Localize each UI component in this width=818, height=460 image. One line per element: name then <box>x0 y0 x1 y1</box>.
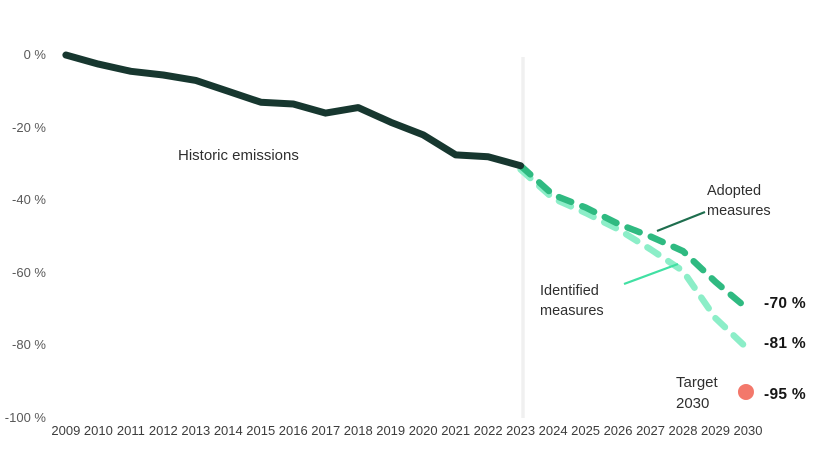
x-tick-2011: 2011 <box>116 423 145 438</box>
x-tick-2030: 2030 <box>733 423 763 438</box>
identified-measures-label-line1: Identified <box>540 283 599 299</box>
x-tick-2012: 2012 <box>148 423 178 438</box>
end-label-identified-measures: -81 % <box>764 335 806 353</box>
series-line-adopted-measures[interactable] <box>517 162 752 313</box>
x-tick-2021: 2021 <box>441 423 471 438</box>
adopted-measures-callout-line <box>656 210 706 233</box>
y-tick--60: -60 % <box>12 264 46 280</box>
target-2030-label: Target 2030 <box>676 372 718 414</box>
target-2030-label-line1: Target <box>676 374 718 391</box>
identified-measures-label: Identified measures <box>540 281 604 321</box>
series-line-historic-emissions[interactable] <box>62 51 525 170</box>
x-tick-2028: 2028 <box>668 423 698 438</box>
series-line-identified-measures[interactable] <box>517 166 752 353</box>
x-tick-2018: 2018 <box>343 423 373 438</box>
identified-measures-label-line2: measures <box>540 303 604 319</box>
x-tick-2020: 2020 <box>408 423 438 438</box>
adopted-measures-label: Adopted measures <box>707 181 771 221</box>
y-tick-0: 0 % <box>23 47 46 62</box>
x-tick-2015: 2015 <box>246 423 276 438</box>
y-tick--20: -20 % <box>12 119 46 135</box>
x-tick-2014: 2014 <box>213 423 243 438</box>
x-tick-2025: 2025 <box>571 423 601 438</box>
x-tick-2010: 2010 <box>83 423 113 438</box>
x-tick-2026: 2026 <box>603 423 633 438</box>
x-tick-2017: 2017 <box>311 423 341 438</box>
adopted-measures-label-line2: measures <box>707 203 771 219</box>
identified-measures-callout-line <box>623 262 679 286</box>
x-tick-2019: 2019 <box>376 423 406 438</box>
target-2030-dot[interactable] <box>737 383 754 400</box>
x-tick-2023: 2023 <box>506 423 536 438</box>
x-tick-2009: 2009 <box>51 423 81 438</box>
historic-emissions-label: Historic emissions <box>178 147 299 164</box>
target-2030-label-line2: 2030 <box>676 395 710 412</box>
x-tick-2029: 2029 <box>701 423 730 438</box>
end-label-target-2030: -95 % <box>764 385 806 403</box>
end-label-adopted-measures: -70 % <box>764 295 806 313</box>
y-tick--40: -40 % <box>12 192 46 208</box>
y-tick--80: -80 % <box>12 337 46 353</box>
y-tick--100: -100 % <box>4 410 46 426</box>
adopted-measures-label-line1: Adopted <box>707 183 762 199</box>
x-tick-2013: 2013 <box>181 423 211 438</box>
x-tick-2016: 2016 <box>278 423 308 438</box>
x-tick-2022: 2022 <box>473 423 503 438</box>
x-tick-2027: 2027 <box>636 423 665 438</box>
x-tick-2024: 2024 <box>538 423 568 438</box>
